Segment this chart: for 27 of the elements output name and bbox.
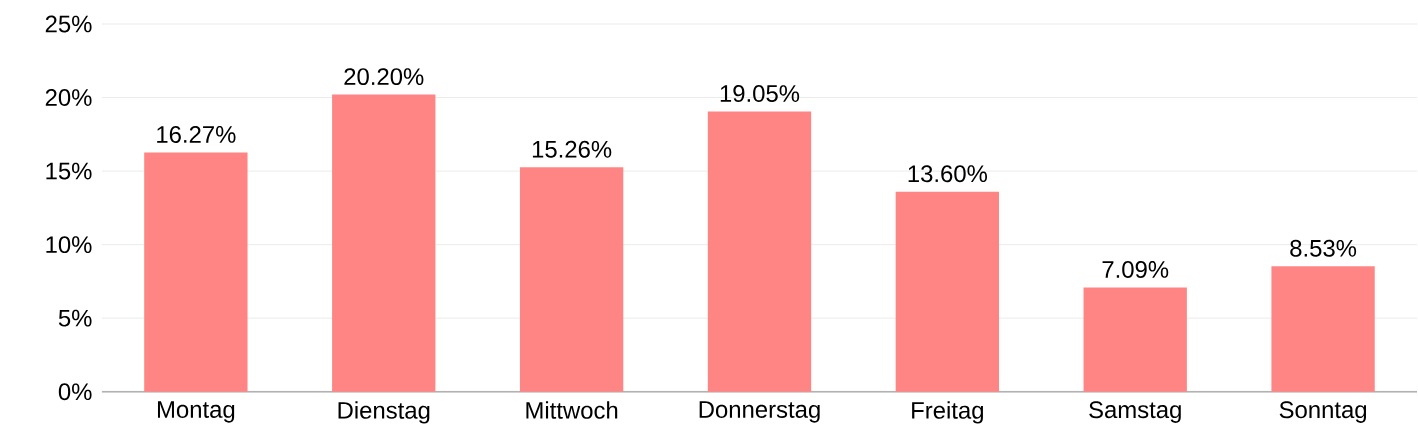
y-tick-label: 15%: [46, 162, 92, 180]
y-tick-label: 0%: [58, 383, 92, 401]
x-tick-label: Samstag: [1089, 401, 1181, 424]
x-tick-label: Donnerstag: [699, 401, 820, 423]
data-label: 13.60%: [908, 165, 988, 183]
bar: [1271, 266, 1375, 392]
x-tick-label: Dienstag: [338, 401, 430, 424]
bar: [895, 191, 1000, 392]
y-tick-label: 20%: [45, 89, 92, 107]
data-label: 7.09%: [1102, 261, 1169, 279]
x-tick-label: Sonntag: [1279, 401, 1367, 424]
bar: [144, 152, 248, 392]
bar: [332, 94, 436, 392]
bar: [707, 111, 812, 392]
x-tick-label: Freitag: [912, 401, 983, 424]
data-label: 19.05%: [720, 85, 800, 103]
data-label: 16.27%: [157, 126, 236, 144]
x-tick-label: Montag: [157, 401, 235, 423]
y-tick-label: 25%: [45, 15, 92, 33]
y-tick-label: 5%: [58, 309, 92, 327]
bar: [1083, 287, 1187, 392]
x-tick-label: Mittwoch: [526, 401, 618, 419]
y-tick-label: 10%: [46, 236, 92, 254]
data-label: 15.26%: [532, 140, 612, 158]
bar: [519, 167, 624, 392]
data-label: 20.20%: [344, 68, 424, 86]
data-label: 8.53%: [1290, 239, 1357, 257]
